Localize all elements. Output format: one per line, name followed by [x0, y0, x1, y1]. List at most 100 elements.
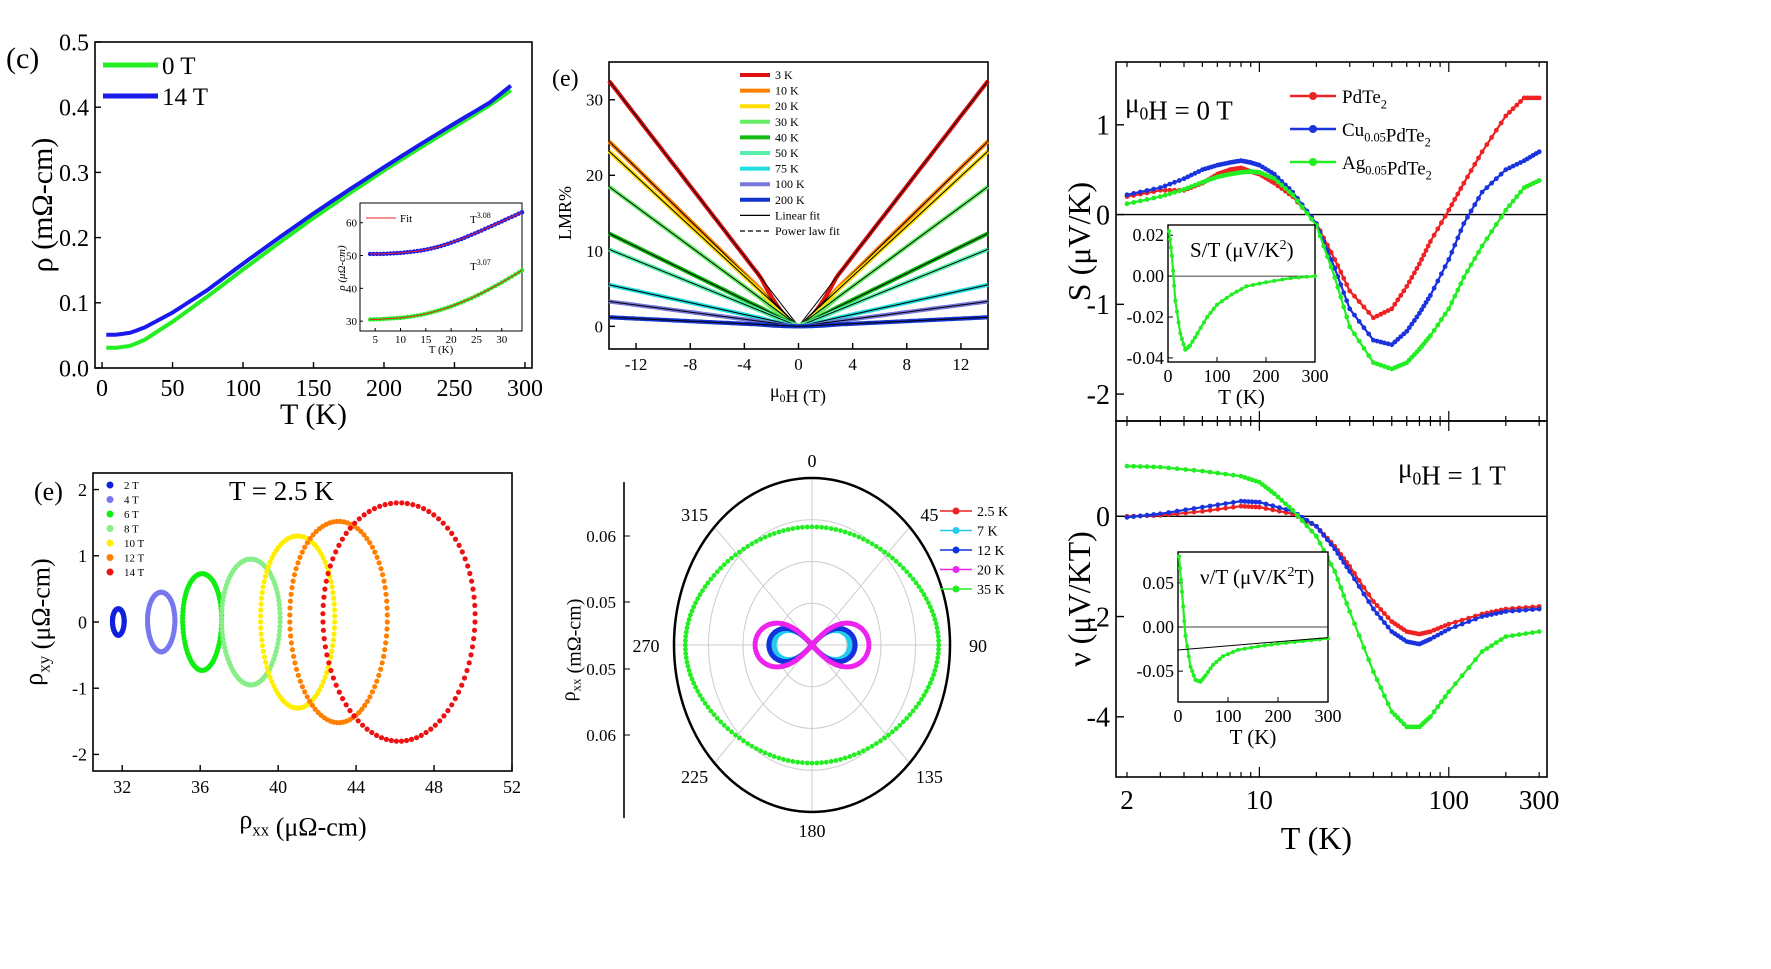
series-point-PdTe2 [1489, 135, 1494, 140]
x-tick-label: 52 [503, 777, 521, 797]
series-point-Cu0.05PdTe2 [1314, 523, 1319, 529]
inset-x-tick-label: 0 [1164, 366, 1173, 386]
legend-entry: 8 T [124, 524, 139, 536]
series-point-PdTe2 [1366, 592, 1372, 597]
series-point-Ag0.05PdTe2 [1290, 507, 1296, 513]
series-point-Ag0.05PdTe2 [1304, 523, 1310, 529]
polar-point-7 K [847, 640, 853, 646]
series-point-Ag0.05PdTe2 [1223, 471, 1228, 477]
series-point-Cu0.05PdTe2 [1270, 503, 1276, 509]
polar-point-35 K [851, 532, 857, 538]
series-point-PdTe2 [1272, 180, 1277, 186]
series-point-PdTe2 [1455, 191, 1461, 197]
loop-point-8 T [222, 645, 228, 651]
panel-polar: 0.06 0.05 0.05 0.06 ρxx (mΩ-cm) 0 45 90 135 180 22… [558, 451, 1008, 841]
series-point-PdTe2 [1435, 226, 1441, 232]
polar-point-35 K [795, 759, 801, 765]
polar-point-35 K [804, 760, 810, 766]
series-point-Ag0.05PdTe2 [1352, 331, 1357, 337]
legend-entry: Power law fit [775, 224, 840, 238]
series-point-Cu0.05PdTe2 [1344, 564, 1350, 570]
inset-point [1236, 647, 1240, 652]
angle-label: 180 [799, 821, 826, 841]
x-tick-label: 44 [347, 777, 365, 797]
loop-point-14 T [369, 729, 375, 736]
series-point-Cu0.05PdTe2 [1321, 532, 1327, 538]
series-point-Ag0.05PdTe2 [1230, 472, 1236, 478]
loop-point-12 T [304, 540, 310, 546]
series-point-Ag0.05PdTe2 [1151, 195, 1157, 201]
x-tick-label: 40 [269, 777, 287, 797]
legend-entry: 12 K [977, 544, 1005, 559]
loop-point-14 T [352, 520, 358, 526]
polar-point-35 K [767, 532, 773, 538]
series-point-Cu0.05PdTe2 [1332, 546, 1338, 552]
polar-point-35 K [823, 525, 829, 531]
series-point-PdTe2 [1479, 149, 1485, 155]
series-point-Cu0.05PdTe2 [1338, 555, 1344, 561]
series-point-PdTe2 [1238, 503, 1244, 509]
loop-point-14 T [388, 737, 394, 744]
inset-x-tick-label: 100 [1215, 706, 1242, 726]
radial-tick-label: 0.05 [586, 593, 616, 612]
series-point-Cu0.05PdTe2 [1374, 338, 1380, 344]
loop-point-12 T [289, 585, 295, 591]
series-point-PdTe2 [1425, 243, 1431, 249]
loop-point-14 T [468, 652, 474, 658]
loop-point-10 T [322, 674, 328, 680]
series-point-Ag0.05PdTe2 [1452, 293, 1458, 299]
inset-point [1181, 604, 1186, 609]
series-point-PdTe2 [1536, 95, 1542, 101]
series-point-Cu0.05PdTe2 [1431, 634, 1437, 640]
loop-point-8 T [219, 610, 225, 616]
inset-x-tick-label: 0 [1174, 706, 1183, 726]
polar-point-35 K [842, 529, 848, 535]
loop-point-8 T [219, 615, 225, 621]
x-tick-label: 150 [296, 376, 332, 402]
y-tick-label: 1 [78, 546, 87, 566]
loop-point-10 T [331, 595, 337, 601]
series-point-Ag0.05PdTe2 [1283, 501, 1288, 506]
loop-point-14 T [410, 502, 416, 508]
series-point-Ag0.05PdTe2 [1347, 324, 1353, 330]
series-point-PdTe2 [1514, 102, 1520, 108]
polar-point-35 K [718, 565, 724, 571]
series-point-Cu0.05PdTe2 [1439, 630, 1444, 636]
series-point-Cu0.05PdTe2 [1172, 179, 1177, 185]
inset-point [1215, 302, 1219, 307]
polar-point-35 K [729, 729, 734, 735]
polar-point-35 K [814, 524, 820, 530]
loop-point-12 T [302, 544, 308, 550]
x-tick-label: -8 [683, 355, 697, 374]
series-point-Cu0.05PdTe2 [1484, 613, 1490, 618]
polar-point-35 K [913, 704, 919, 710]
series-point-PdTe2 [1249, 504, 1255, 510]
radial-tick-label: 0.06 [586, 527, 616, 546]
legend-entry: Cu0.05PdTe2 [1342, 120, 1431, 150]
polar-point-35 K [882, 549, 887, 555]
loop-point-14 T [325, 570, 331, 577]
polar-point-35 K [688, 672, 693, 678]
loop-point-12 T [288, 591, 294, 597]
series-point-Cu0.05PdTe2 [1404, 328, 1410, 334]
polar-point-35 K [741, 546, 746, 552]
series-point-Cu0.05PdTe2 [1157, 511, 1163, 517]
series-point-PdTe2 [1503, 113, 1509, 119]
series-point-Cu0.05PdTe2 [1341, 290, 1347, 296]
inset-y-tick-label: 0.02 [1133, 225, 1165, 245]
loop-point-8 T [275, 640, 281, 647]
polar-frame [672, 476, 952, 814]
series-point-Ag0.05PdTe2 [1181, 187, 1187, 192]
loop-point-12 T [288, 633, 294, 639]
series-point-Ag0.05PdTe2 [1185, 185, 1191, 191]
series-point-Ag0.05PdTe2 [1479, 649, 1485, 654]
series-point-Ag0.05PdTe2 [1439, 699, 1444, 705]
polar-point-35 K [869, 541, 875, 547]
inset-point [1276, 641, 1280, 646]
series-point-Ag0.05PdTe2 [1431, 709, 1437, 715]
loop-point-12 T [302, 689, 308, 695]
series-point-Cu0.05PdTe2 [1461, 221, 1467, 227]
inset-point [1168, 245, 1173, 250]
series-point-PdTe2 [1423, 248, 1429, 253]
